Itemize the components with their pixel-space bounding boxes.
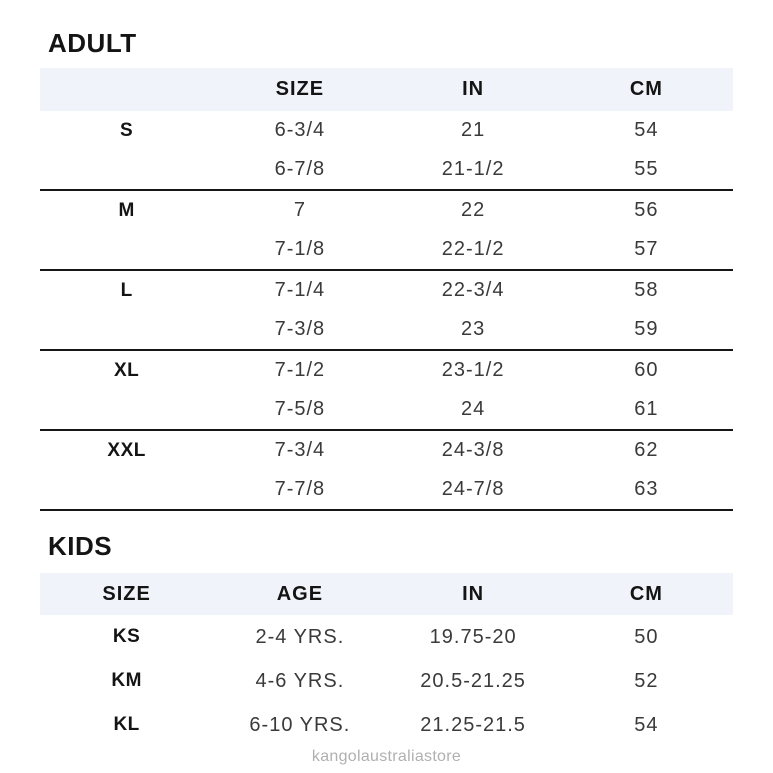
inches-cell: 22-1/2 <box>441 238 505 260</box>
size-group-m: M 7 22 56 7-1/8 22-1/2 57 <box>40 191 733 271</box>
cm-cell: 63 <box>634 478 659 500</box>
hat-size-cell: 7-3/8 <box>274 318 326 340</box>
hat-size-cell: 7-1/8 <box>274 238 326 260</box>
table-row: KL 6-10 YRS. 21.25-21.5 54 <box>40 703 733 747</box>
column-header-cm: CM <box>629 582 663 605</box>
adult-table-body: S 6-3/4 21 54 6-7/8 21-1/2 55 M 7 22 5 <box>40 111 733 511</box>
size-group-xxl: XXL 7-3/4 24-3/8 62 7-7/8 24-7/8 63 <box>40 431 733 511</box>
size-group-l: L 7-1/4 22-3/4 58 7-3/8 23 59 <box>40 271 733 351</box>
adult-table-header: SIZE IN CM <box>40 68 733 111</box>
table-row: 6-7/8 21-1/2 55 <box>40 150 733 189</box>
column-header-in: IN <box>462 78 485 100</box>
table-row: KM 4-6 YRS. 20.5-21.25 52 <box>40 659 733 703</box>
column-header-cm: CM <box>629 78 663 100</box>
table-row: M 7 22 56 <box>40 191 733 230</box>
size-group-xl: XL 7-1/2 23-1/2 60 7-5/8 24 61 <box>40 351 733 431</box>
table-row: XXL 7-3/4 24-3/8 62 <box>40 431 733 470</box>
size-label-cell: KS <box>112 626 141 647</box>
age-cell: 2-4 YRS. <box>255 625 345 648</box>
kids-section-title: KIDS <box>48 531 113 561</box>
cm-cell: 58 <box>634 279 659 301</box>
hat-size-cell: 6-7/8 <box>274 158 326 180</box>
kids-table-body: KS 2-4 YRS. 19.75-20 50 KM 4-6 YRS. 20.5… <box>40 615 733 747</box>
table-row: 7-7/8 24-7/8 63 <box>40 470 733 509</box>
age-cell: 6-10 YRS. <box>249 713 351 736</box>
size-label-cell: M <box>118 199 135 221</box>
adult-size-table: SIZE IN CM S 6-3/4 21 54 6-7/8 21-1/2 55 <box>40 68 733 511</box>
inches-cell: 21 <box>461 119 486 141</box>
inches-cell: 24 <box>461 398 486 420</box>
inches-cell: 22 <box>461 199 486 221</box>
kids-size-table: SIZE AGE IN CM KS 2-4 YRS. 19.75-20 50 K… <box>40 573 733 747</box>
size-label-cell: XXL <box>107 439 146 461</box>
cm-cell: 61 <box>634 398 659 420</box>
size-group-s: S 6-3/4 21 54 6-7/8 21-1/2 55 <box>40 111 733 191</box>
inches-cell: 23-1/2 <box>441 359 505 381</box>
cm-cell: 55 <box>634 158 659 180</box>
column-header-size: SIZE <box>275 78 325 100</box>
table-row: L 7-1/4 22-3/4 58 <box>40 271 733 310</box>
table-row: S 6-3/4 21 54 <box>40 111 733 150</box>
cm-cell: 56 <box>634 199 659 221</box>
inches-cell: 24-3/8 <box>441 439 505 461</box>
hat-size-cell: 7-3/4 <box>274 439 326 461</box>
column-header-in: IN <box>462 582 485 605</box>
age-cell: 4-6 YRS. <box>255 669 345 692</box>
table-row: XL 7-1/2 23-1/2 60 <box>40 351 733 390</box>
size-label-cell: KL <box>113 714 140 735</box>
size-label-cell: S <box>120 119 134 141</box>
watermark: kangolaustraliastore <box>311 748 462 765</box>
cm-cell: 50 <box>634 625 659 648</box>
cm-cell: 59 <box>634 318 659 340</box>
hat-size-cell: 7-1/2 <box>274 359 326 381</box>
inches-cell: 21.25-21.5 <box>420 713 526 736</box>
hat-size-cell: 7 <box>293 199 306 221</box>
inches-cell: 22-3/4 <box>441 279 505 301</box>
hat-size-cell: 6-3/4 <box>274 119 326 141</box>
table-row: KS 2-4 YRS. 19.75-20 50 <box>40 615 733 659</box>
size-label-cell: XL <box>113 359 140 381</box>
inches-cell: 24-7/8 <box>441 478 505 500</box>
size-label-cell: L <box>120 279 133 301</box>
inches-cell: 23 <box>461 318 486 340</box>
kids-table-header: SIZE AGE IN CM <box>40 573 733 615</box>
column-header-age: AGE <box>276 582 324 605</box>
hat-size-cell: 7-5/8 <box>274 398 326 420</box>
table-row: 7-5/8 24 61 <box>40 390 733 429</box>
hat-size-cell: 7-7/8 <box>274 478 326 500</box>
table-row: 7-3/8 23 59 <box>40 310 733 349</box>
cm-cell: 60 <box>634 359 659 381</box>
cm-cell: 52 <box>634 669 659 692</box>
column-header-size: SIZE <box>102 582 151 605</box>
table-row: 7-1/8 22-1/2 57 <box>40 230 733 269</box>
cm-cell: 54 <box>634 119 659 141</box>
hat-size-cell: 7-1/4 <box>274 279 326 301</box>
cm-cell: 57 <box>634 238 659 260</box>
inches-cell: 19.75-20 <box>429 625 517 648</box>
inches-cell: 21-1/2 <box>441 158 505 180</box>
cm-cell: 54 <box>634 713 659 736</box>
cm-cell: 62 <box>634 439 659 461</box>
inches-cell: 20.5-21.25 <box>420 669 526 692</box>
size-label-cell: KM <box>111 670 142 691</box>
adult-section-title: ADULT <box>48 28 137 58</box>
